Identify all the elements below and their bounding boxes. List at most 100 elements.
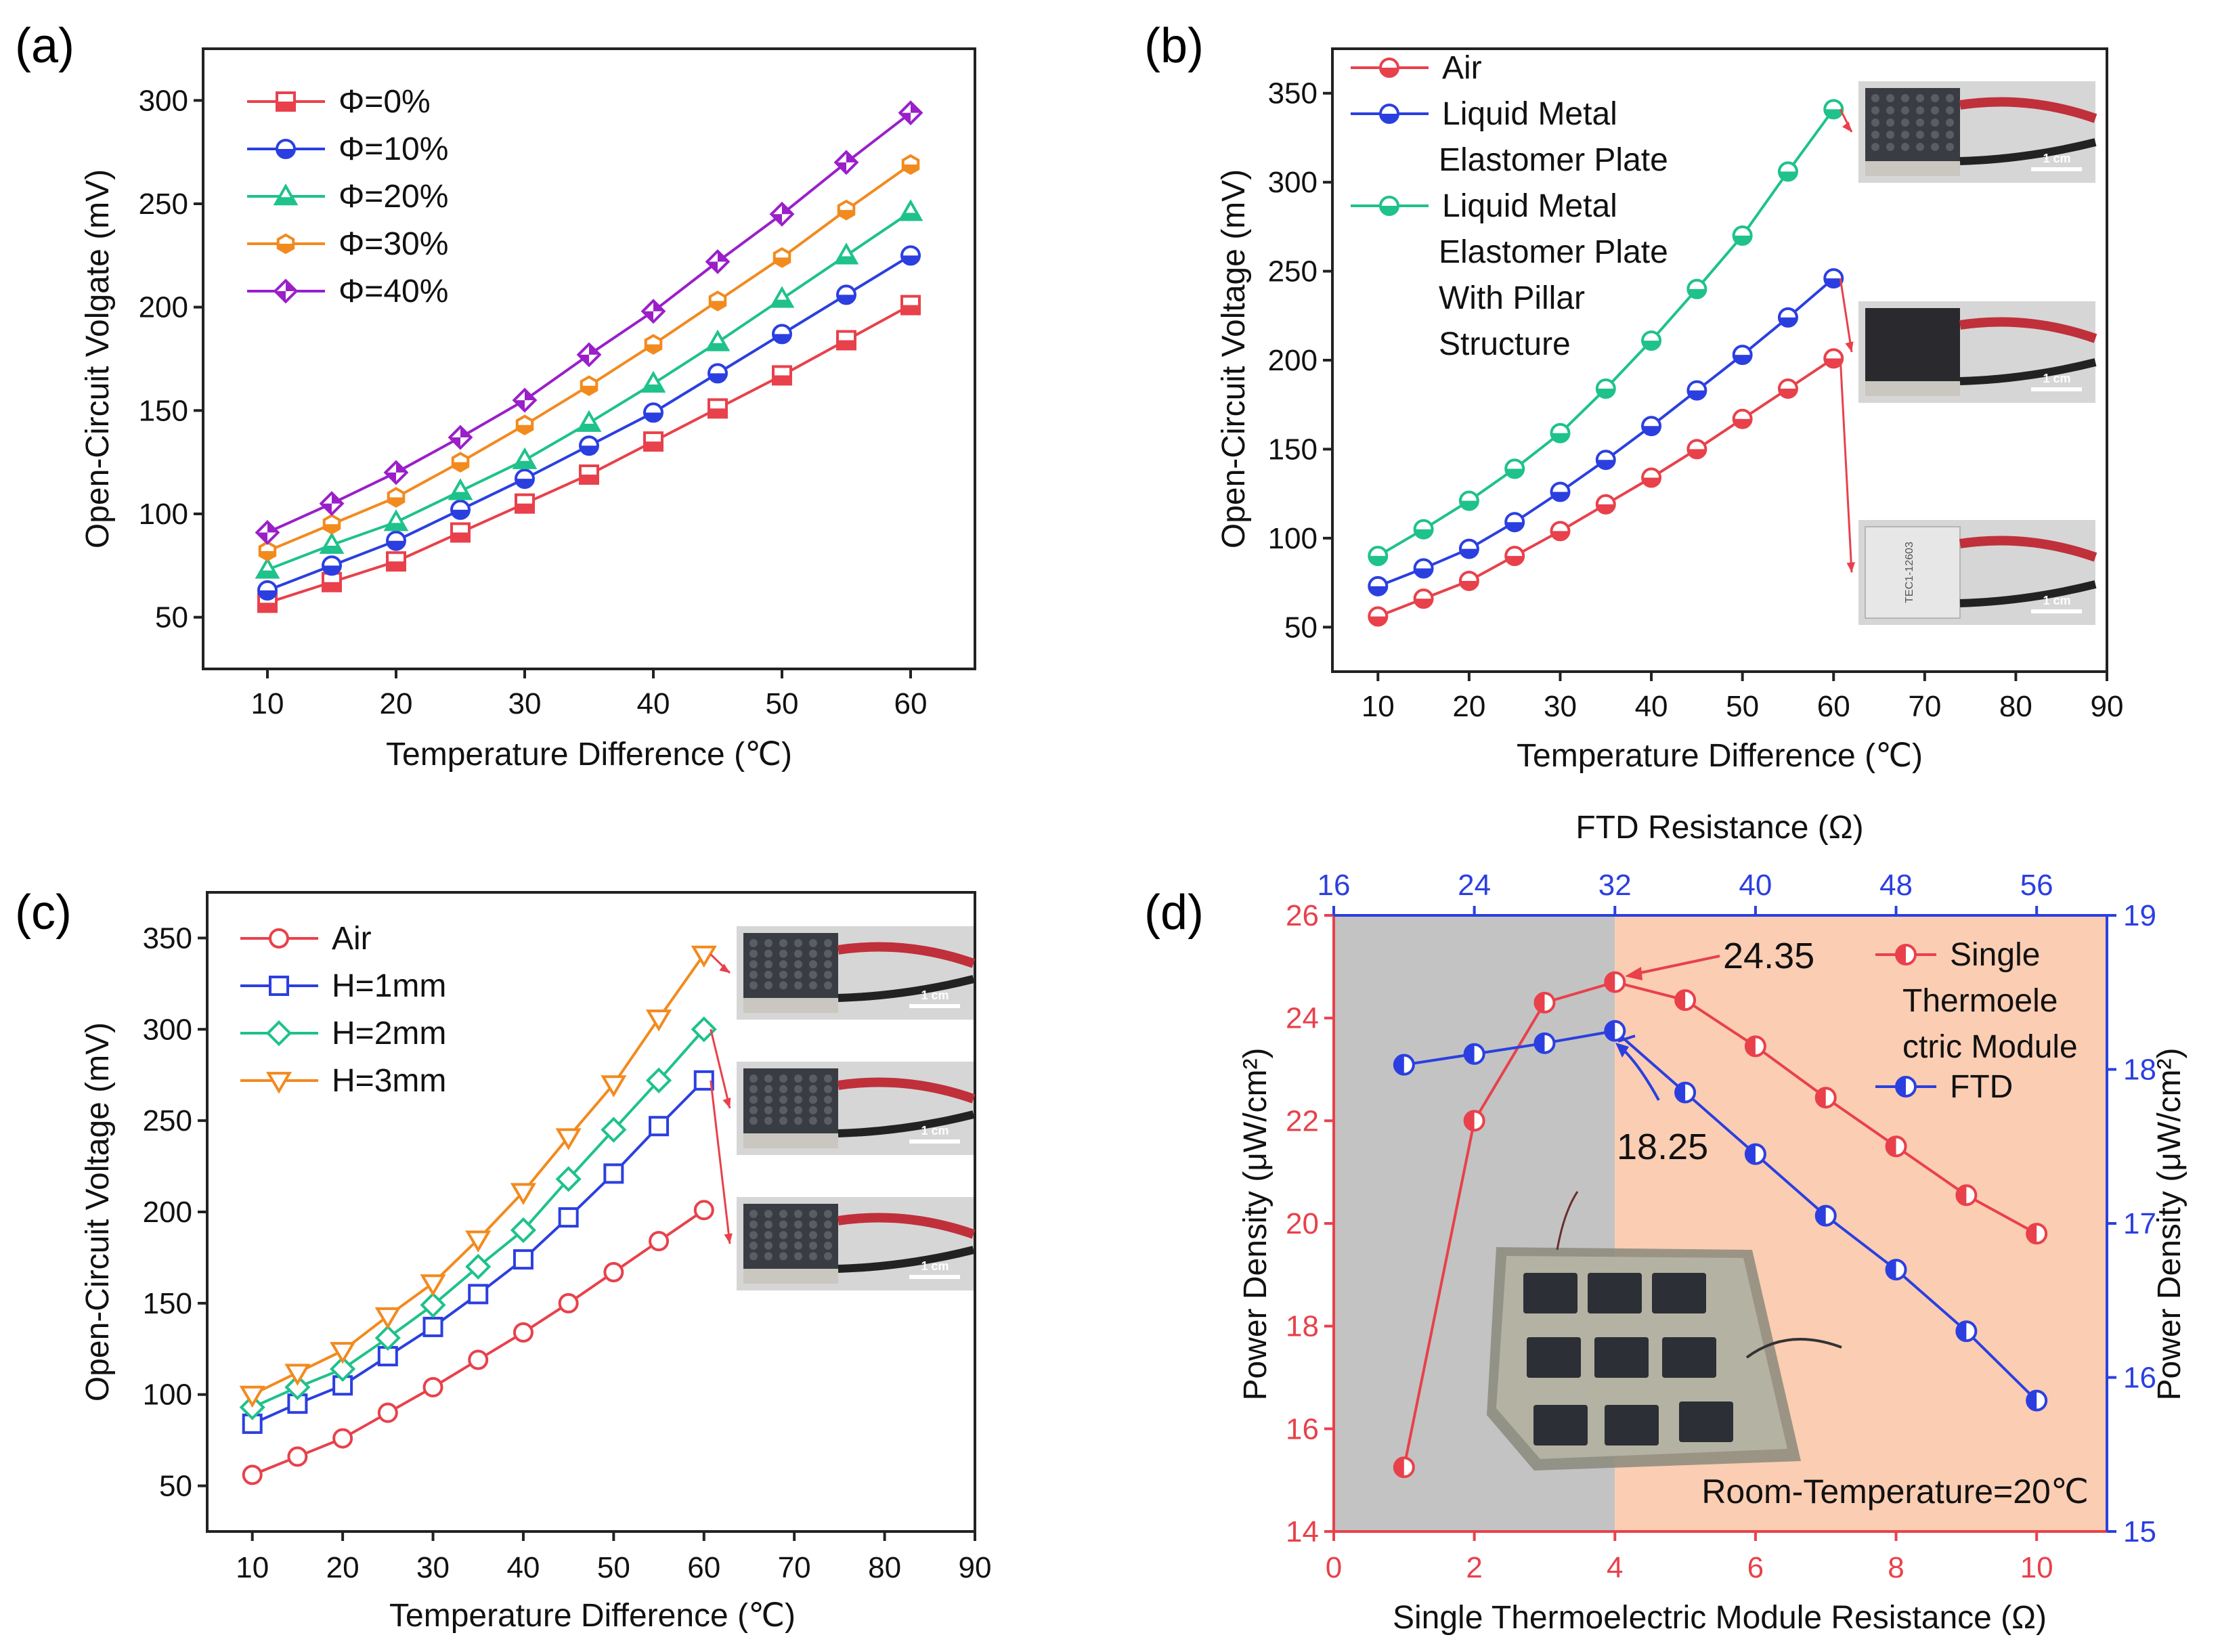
pillar-dot bbox=[764, 1210, 772, 1218]
data-point bbox=[558, 1207, 579, 1228]
y-tick-label: 50 bbox=[159, 1470, 192, 1503]
data-point bbox=[322, 571, 342, 592]
pillar-dot bbox=[749, 1095, 758, 1104]
y-tick-label: 150 bbox=[139, 394, 188, 427]
pillar-dot bbox=[794, 1241, 802, 1250]
annotation-arrow bbox=[1630, 955, 1720, 976]
data-point bbox=[422, 1316, 443, 1337]
legend-swatch-marker bbox=[265, 1020, 292, 1047]
y2-tick-label: 19 bbox=[2123, 899, 2156, 932]
data-point bbox=[901, 154, 920, 175]
pillar-dot bbox=[1901, 94, 1909, 102]
pillar-dot bbox=[824, 1241, 832, 1250]
pillar-dot bbox=[779, 1095, 787, 1104]
pillar-block bbox=[1527, 1337, 1581, 1378]
legend-label: With Pillar bbox=[1439, 280, 1585, 316]
x-tick-label: 70 bbox=[1908, 690, 1941, 723]
inset-photo: 1 cm bbox=[737, 1197, 976, 1290]
pillar-block bbox=[1605, 1405, 1659, 1446]
y-tick-label: 250 bbox=[143, 1104, 192, 1137]
pillar-dot bbox=[809, 1210, 817, 1218]
legend-label: Thermoele bbox=[1902, 983, 2058, 1019]
y-tick-label: 100 bbox=[1268, 522, 1318, 555]
pillar-dot bbox=[1931, 94, 1939, 102]
y-tick-label: 24 bbox=[1286, 1002, 1319, 1035]
data-point bbox=[319, 531, 345, 555]
red-wire bbox=[1959, 536, 2097, 562]
x-tick-label: 4 bbox=[1607, 1551, 1623, 1584]
pillar-dot bbox=[779, 1231, 787, 1240]
x-tick-label: 10 bbox=[251, 687, 284, 720]
y-tick-label: 150 bbox=[143, 1287, 192, 1320]
data-point bbox=[772, 365, 792, 386]
inset-photo: TEC1-12603 1 cm bbox=[1858, 520, 2097, 625]
legend-swatch-marker bbox=[1895, 1076, 1917, 1097]
legend: Φ=0% Φ=10% Φ=20% Φ=30% Φ=40% bbox=[247, 84, 448, 309]
data-point bbox=[603, 1262, 624, 1283]
pillar-dot bbox=[824, 1106, 832, 1114]
annotation-arrowhead bbox=[1615, 1043, 1629, 1058]
x-tick-label: 90 bbox=[959, 1551, 992, 1584]
x-tick-label: 70 bbox=[778, 1551, 811, 1584]
data-point bbox=[1777, 307, 1798, 328]
legend-swatch-marker bbox=[273, 278, 299, 304]
pillar-block bbox=[1679, 1401, 1733, 1442]
red-wire bbox=[837, 1077, 976, 1104]
data-point bbox=[898, 199, 923, 221]
pillar-dot bbox=[749, 1106, 758, 1114]
inset-arrow bbox=[710, 1080, 731, 1244]
data-point bbox=[1777, 378, 1798, 399]
pillar-dot bbox=[1871, 118, 1879, 127]
y2-tick-label: 17 bbox=[2123, 1207, 2156, 1240]
pillar-dot bbox=[764, 1074, 772, 1083]
pillar-dot bbox=[779, 1252, 787, 1261]
pillar-dot bbox=[1901, 143, 1909, 151]
data-point bbox=[450, 499, 471, 520]
pillar-dot bbox=[779, 939, 787, 947]
data-point bbox=[510, 1183, 537, 1205]
data-point bbox=[837, 199, 856, 221]
black-wire bbox=[1959, 138, 2097, 165]
data-point bbox=[332, 1375, 353, 1396]
data-point bbox=[603, 1163, 624, 1184]
pillar-dot bbox=[809, 1095, 817, 1104]
x-tick-label: 50 bbox=[766, 687, 799, 720]
data-point bbox=[322, 555, 342, 576]
y-axis-title: Open-Circuit Voltage (mV) bbox=[80, 1022, 116, 1401]
pillar-dot bbox=[809, 1106, 817, 1114]
legend-label: Structure bbox=[1439, 326, 1571, 362]
data-point bbox=[900, 295, 921, 316]
inset-arrowhead bbox=[724, 1233, 733, 1244]
pillar-dot bbox=[1946, 94, 1954, 102]
legend-swatch-marker bbox=[1379, 104, 1399, 124]
data-point bbox=[1641, 416, 1662, 437]
legend-label: Elastomer Plate bbox=[1439, 234, 1668, 270]
data-point bbox=[515, 493, 535, 514]
data-point bbox=[1674, 989, 1697, 1012]
data-point bbox=[257, 580, 278, 601]
data-point bbox=[465, 1230, 492, 1253]
x-tick-label: 90 bbox=[2091, 690, 2124, 723]
pillar-dot bbox=[824, 1220, 832, 1229]
legend-swatch-marker bbox=[1379, 196, 1399, 216]
x-tick-label: 40 bbox=[506, 1551, 540, 1584]
black-wire bbox=[1959, 580, 2097, 607]
panel-label-c: (c) bbox=[15, 886, 72, 940]
data-point bbox=[1595, 450, 1616, 471]
legend-swatch-marker bbox=[269, 928, 289, 949]
data-point bbox=[1413, 558, 1434, 579]
pillar-dot bbox=[1886, 143, 1894, 151]
x-tick-label: 6 bbox=[1747, 1551, 1764, 1584]
data-point bbox=[640, 299, 666, 324]
x-tick-label: 8 bbox=[1888, 1551, 1904, 1584]
pillar-block bbox=[1523, 1273, 1577, 1313]
legend-label: H=3mm bbox=[332, 1063, 446, 1099]
y-tick-label: 50 bbox=[1284, 611, 1318, 644]
data-point bbox=[691, 945, 717, 968]
y-tick-label: 250 bbox=[1268, 255, 1318, 288]
pillar-dot bbox=[794, 981, 802, 990]
sample-base bbox=[743, 1133, 838, 1148]
pillar-dot bbox=[824, 1231, 832, 1240]
data-point bbox=[1823, 348, 1844, 369]
pillar-block bbox=[1594, 1337, 1649, 1378]
